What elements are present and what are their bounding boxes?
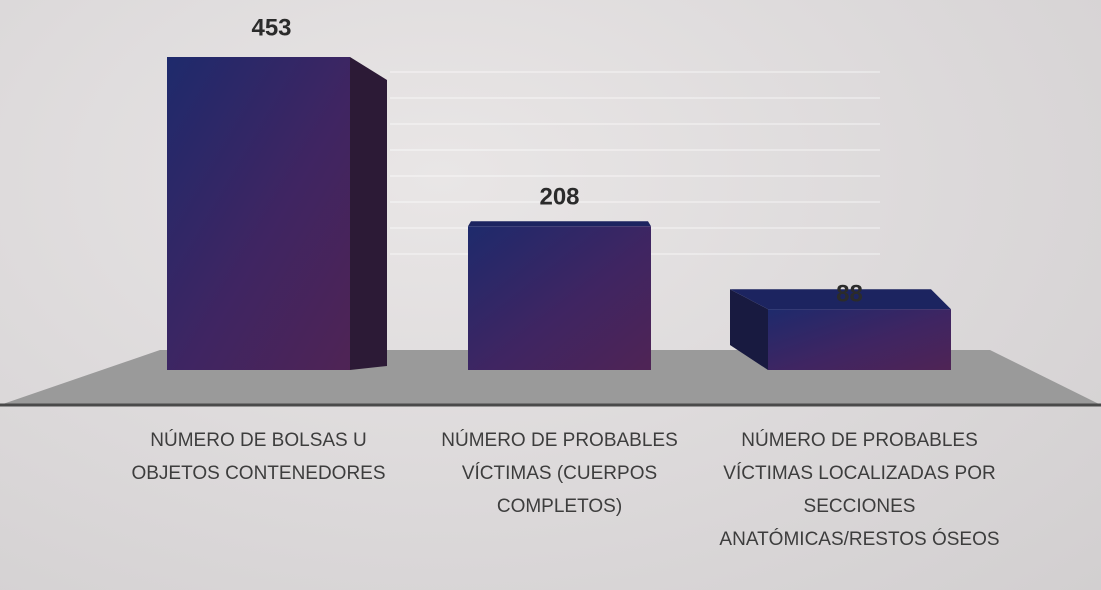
value-label: 453	[251, 14, 291, 41]
bar	[167, 57, 350, 370]
bar	[768, 309, 951, 370]
x-tick-label: NÚMERO DE BOLSAS U OBJETOS CONTENEDORES	[109, 424, 409, 490]
value-label: 88	[836, 281, 863, 308]
value-label: 208	[539, 184, 579, 211]
bar	[468, 226, 651, 370]
bars: 453 208 88	[167, 14, 951, 370]
x-tick-label: NÚMERO DE PROBABLES VÍCTIMAS (CUERPOS CO…	[410, 424, 710, 523]
bar-side	[350, 57, 387, 370]
page: 45320888 (() => { const data = JSON.pars…	[0, 0, 1101, 590]
bar-top	[468, 221, 651, 226]
x-tick-label: NÚMERO DE PROBABLES VÍCTIMAS LOCALIZADAS…	[710, 424, 1010, 556]
